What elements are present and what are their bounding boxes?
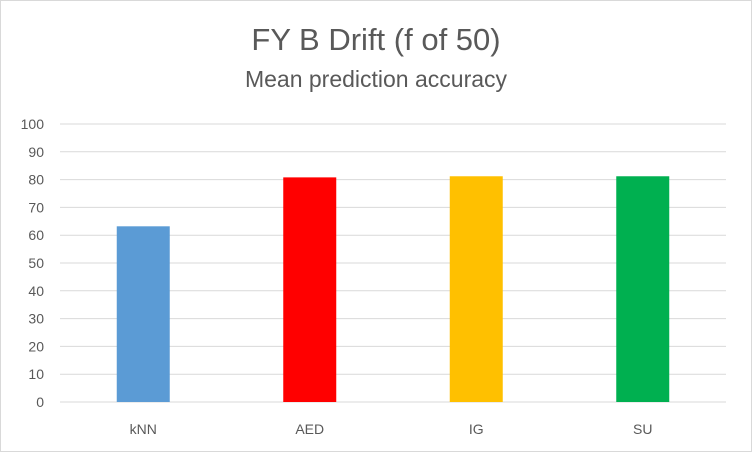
chart-subtitle: Mean prediction accuracy: [244, 66, 508, 92]
y-tick-label: 90: [28, 144, 44, 160]
y-tick-label: 50: [28, 255, 44, 271]
bar-knn: [116, 226, 170, 402]
x-tick-label-knn: kNN: [130, 421, 157, 437]
bar-ig: [449, 176, 503, 402]
y-tick-label: 100: [21, 116, 45, 132]
y-tick-label: 30: [28, 311, 44, 327]
bars: [116, 176, 670, 402]
bar-aed: [283, 177, 337, 402]
bar-su: [616, 176, 670, 402]
x-tick-label-su: SU: [633, 421, 652, 437]
y-tick-label: 60: [28, 227, 44, 243]
x-axis-ticks: kNN AED IG SU: [130, 421, 653, 437]
y-tick-label: 70: [28, 199, 44, 215]
x-tick-label-aed: AED: [295, 421, 324, 437]
y-tick-label: 40: [28, 283, 44, 299]
y-tick-label: 20: [28, 338, 44, 354]
y-tick-label: 10: [28, 366, 44, 382]
y-tick-label: 0: [36, 394, 44, 410]
x-tick-label-ig: IG: [469, 421, 484, 437]
chart-title: FY B Drift (f of 50): [251, 22, 501, 57]
y-tick-label: 80: [28, 172, 44, 188]
y-axis-ticks: 0 10 20 30 40 50 60 70 80 90 100: [21, 116, 45, 410]
gridlines: [60, 123, 726, 403]
